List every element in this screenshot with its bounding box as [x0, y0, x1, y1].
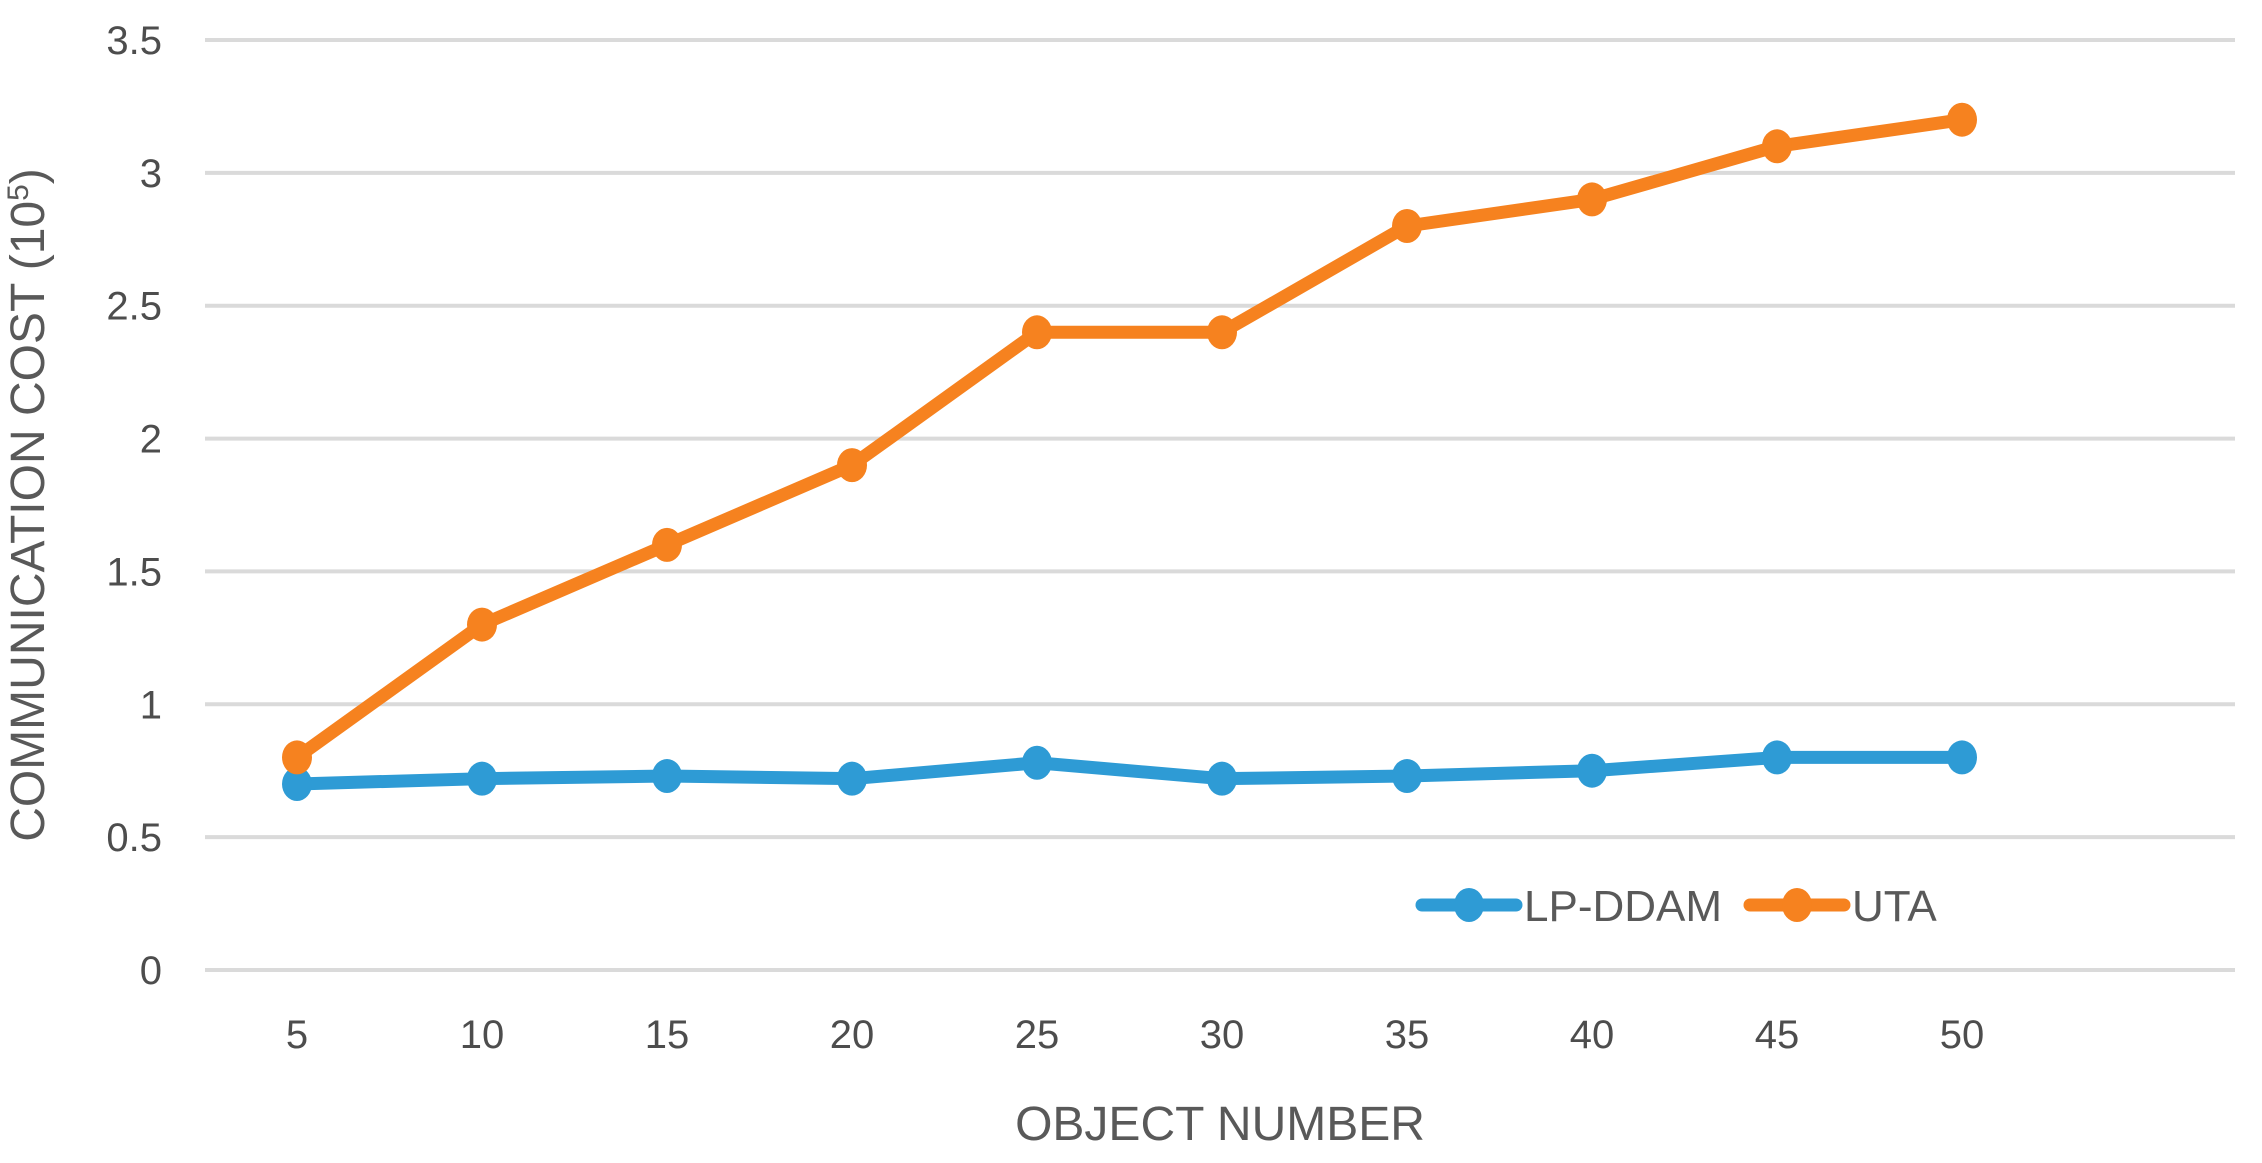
legend-label-lp-ddam: LP-DDAM [1524, 882, 1722, 931]
y-axis-title: COMMUNICATION COST (105) [2, 168, 55, 842]
x-axis-title: OBJECT NUMBER [1015, 1098, 1425, 1151]
y-tick-label: 2 [140, 418, 162, 462]
data-point-marker-lp-ddam [1207, 761, 1237, 796]
y-axis-tick-labels: 0 0.5 1 1.5 2 2.5 3 3.5 [106, 19, 162, 993]
legend-marker-circle [1454, 888, 1484, 922]
data-point-marker-uta [1577, 182, 1607, 217]
data-point-marker-lp-ddam [652, 759, 682, 794]
data-point-marker-uta [282, 740, 312, 775]
x-tick-label: 35 [1385, 1013, 1430, 1057]
y-axis-title-superscript: 5 [2, 184, 35, 201]
x-tick-label: 20 [830, 1013, 875, 1057]
legend-item-lp-ddam: LP-DDAM [1415, 882, 1722, 931]
series-layer [282, 102, 1977, 801]
data-point-marker-uta [1207, 315, 1237, 350]
y-tick-label: 0.5 [106, 816, 162, 860]
x-tick-label: 50 [1940, 1013, 1985, 1057]
data-point-marker-lp-ddam [837, 761, 867, 796]
y-tick-label: 3.5 [106, 19, 162, 63]
data-point-marker-lp-ddam [282, 767, 312, 801]
data-point-marker-lp-ddam [1022, 745, 1052, 780]
data-point-marker-uta [1947, 102, 1977, 137]
data-point-marker-uta [467, 607, 497, 642]
legend-label-uta: UTA [1852, 882, 1937, 931]
x-tick-label: 10 [460, 1013, 505, 1057]
x-tick-label: 30 [1200, 1013, 1245, 1057]
x-tick-label: 15 [645, 1013, 690, 1057]
y-tick-label: 1 [140, 683, 162, 727]
x-tick-label: 45 [1755, 1013, 1800, 1057]
gridlines [205, 38, 2235, 972]
y-tick-label: 2.5 [106, 285, 162, 329]
data-point-marker-lp-ddam [1947, 740, 1977, 775]
y-tick-label: 0 [140, 949, 162, 993]
data-point-marker-lp-ddam [1577, 753, 1607, 788]
x-tick-label: 25 [1015, 1013, 1060, 1057]
legend-marker-circle [1782, 888, 1812, 922]
x-axis-tick-labels: 5 10 15 20 25 30 35 40 45 50 [286, 1013, 1984, 1057]
y-tick-label: 1.5 [106, 550, 162, 594]
series-lp-ddam [282, 740, 1977, 801]
y-axis-title-suffix: ) [2, 168, 55, 184]
data-point-marker-lp-ddam [467, 761, 497, 796]
x-tick-label: 5 [286, 1013, 308, 1057]
series-line-uta [290, 113, 1969, 764]
y-axis-title-prefix: COMMUNICATION COST (10 [2, 201, 55, 842]
data-point-marker-lp-ddam [1392, 759, 1422, 794]
data-point-marker-uta [652, 527, 682, 562]
data-point-marker-uta [1392, 209, 1422, 243]
data-point-marker-uta [1022, 315, 1052, 350]
series-line-lp-ddam [290, 750, 1969, 791]
data-point-marker-lp-ddam [1762, 740, 1792, 775]
legend: LP-DDAM UTA [1415, 882, 1937, 931]
series-uta [282, 102, 1977, 775]
legend-item-uta: UTA [1743, 882, 1937, 931]
data-point-marker-uta [837, 448, 867, 483]
y-tick-label: 3 [140, 152, 162, 196]
data-point-marker-uta [1762, 129, 1792, 164]
x-tick-label: 40 [1570, 1013, 1615, 1057]
